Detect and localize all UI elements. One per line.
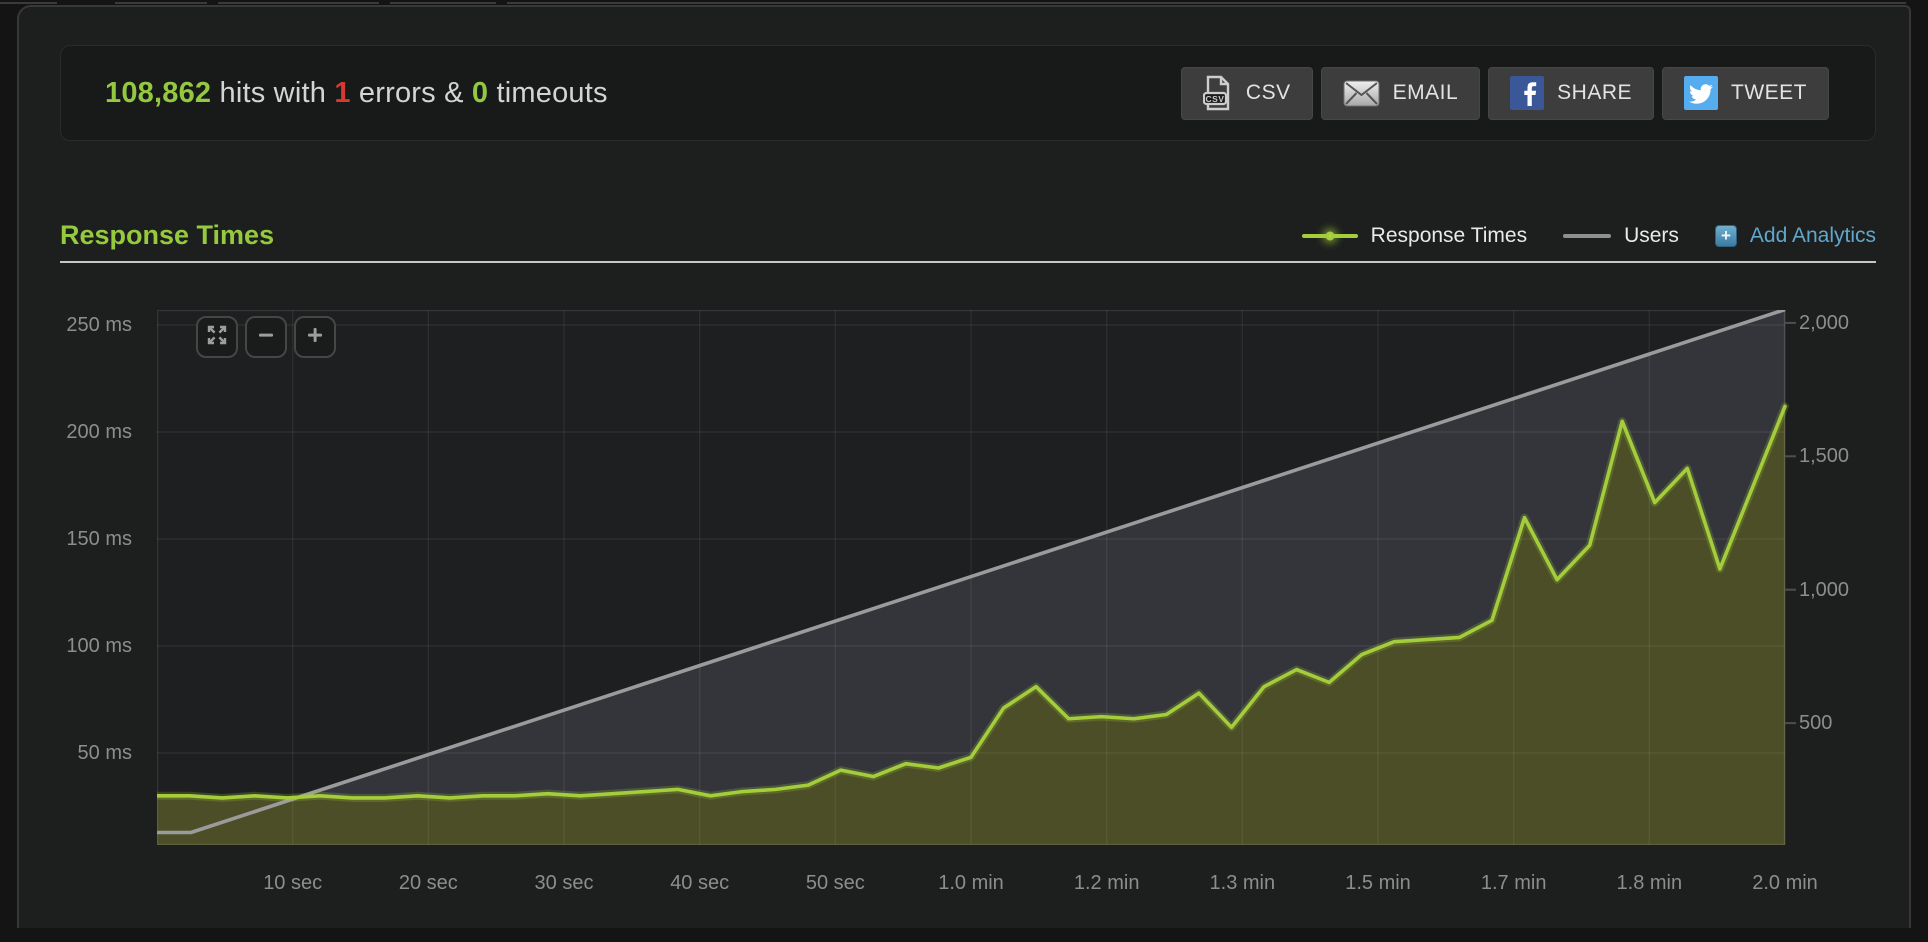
email-button[interactable]: EMAIL — [1320, 66, 1481, 120]
facebook-share-label: SHARE — [1557, 81, 1632, 104]
y-left-tick-label: 150 ms — [66, 528, 132, 550]
minus-icon — [255, 324, 277, 351]
add-analytics-label: Add Analytics — [1749, 223, 1876, 247]
fullscreen-button[interactable] — [196, 316, 238, 358]
plus-icon — [304, 324, 326, 351]
x-tick-label: 1.5 min — [1345, 872, 1411, 894]
tab-strip-remnant — [390, 2, 496, 4]
x-tick-label: 1.0 min — [938, 872, 1004, 894]
x-tick-label: 50 sec — [805, 872, 865, 894]
response-times-marker-icon — [1301, 231, 1358, 240]
csv-button[interactable]: CSV CSV — [1180, 66, 1313, 120]
x-tick-label: 40 sec — [670, 872, 730, 894]
y-left-tick-label: 50 ms — [77, 742, 132, 764]
tab-strip-remnant — [507, 2, 1906, 4]
legend-item-users[interactable]: Users — [1563, 224, 1679, 248]
y-right-tick-label: 1,500 — [1799, 445, 1850, 468]
tab-strip-remnant — [0, 2, 57, 4]
plus-icon: + — [1714, 224, 1737, 247]
tweet-button[interactable]: TWEET — [1662, 66, 1829, 120]
timeouts-count: 0 — [471, 76, 489, 109]
chart-legend: Response Times Users + Add Analytics — [1266, 224, 1876, 248]
x-tick-label: 20 sec — [398, 872, 458, 894]
y-right-tick-label: 1,000 — [1799, 578, 1850, 601]
y-left-tick-label: 250 ms — [66, 314, 132, 336]
add-analytics-link[interactable]: + Add Analytics — [1714, 223, 1876, 248]
hits-count: 108,862 — [105, 76, 212, 109]
csv-file-icon: CSV — [1202, 75, 1233, 111]
csv-button-label: CSV — [1245, 81, 1291, 104]
x-tick-label: 10 sec — [263, 872, 323, 894]
tab-strip-remnant — [115, 2, 207, 4]
chart-header: Response Times Response Times Users + Ad… — [60, 210, 1876, 263]
tweet-button-label: TWEET — [1731, 81, 1807, 104]
chart-controls — [196, 316, 336, 358]
svg-text:CSV: CSV — [1205, 94, 1224, 104]
legend-response-label: Response Times — [1370, 223, 1528, 247]
zoom-out-button[interactable] — [245, 316, 287, 358]
x-tick-label: 1.2 min — [1073, 872, 1140, 894]
legend-item-response-times[interactable]: Response Times — [1301, 223, 1528, 248]
tab-strip-remnant — [218, 2, 379, 4]
y-right-tick-label: 500 — [1799, 712, 1833, 735]
y-right-tick-label: 2,000 — [1799, 311, 1850, 334]
x-tick-label: 30 sec — [534, 872, 594, 894]
users-marker-icon — [1563, 233, 1612, 238]
expand-icon — [206, 324, 228, 351]
facebook-icon — [1510, 76, 1545, 110]
email-button-label: EMAIL — [1392, 81, 1459, 104]
envelope-icon — [1343, 80, 1380, 107]
x-tick-label: 2.0 min — [1752, 872, 1818, 894]
chart-canvas[interactable] — [157, 310, 1807, 845]
stats-panel: 108,862 hits with 1 errors & 0 timeouts … — [60, 45, 1876, 141]
x-tick-label: 1.8 min — [1616, 872, 1683, 894]
facebook-share-button[interactable]: SHARE — [1488, 66, 1654, 120]
x-tick-label: 1.3 min — [1209, 872, 1276, 894]
errors-count: 1 — [334, 76, 351, 109]
response-times-chart[interactable] — [157, 310, 1807, 845]
y-left-tick-label: 200 ms — [66, 421, 132, 443]
export-share-toolbar: CSV CSV EMAIL — [1180, 66, 1829, 120]
twitter-icon — [1684, 76, 1718, 110]
x-tick-label: 1.7 min — [1480, 872, 1547, 894]
errors-label: errors & — [350, 76, 472, 109]
timeouts-label: timeouts — [488, 76, 608, 109]
stats-summary: 108,862 hits with 1 errors & 0 timeouts — [105, 77, 608, 110]
hits-label: hits with — [211, 76, 335, 109]
legend-users-label: Users — [1624, 223, 1679, 247]
y-left-tick-label: 100 ms — [66, 635, 132, 657]
chart-title: Response Times — [60, 220, 275, 250]
zoom-in-button[interactable] — [294, 316, 336, 358]
